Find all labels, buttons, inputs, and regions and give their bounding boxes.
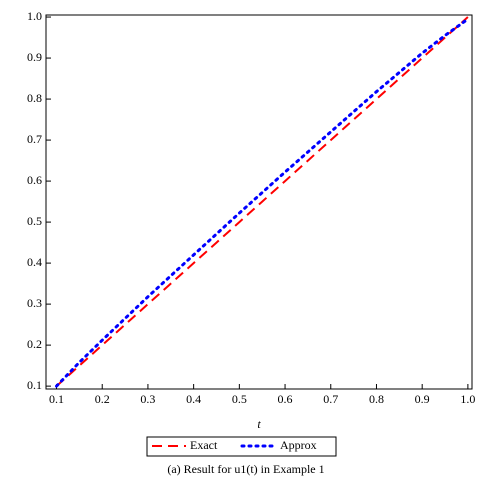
x-tick-label: 0.5 — [232, 392, 247, 406]
y-tick-label: 0.9 — [27, 50, 42, 64]
x-axis-label: t — [257, 417, 261, 431]
x-tick-label: 0.9 — [415, 392, 430, 406]
x-tick-label: 0.1 — [49, 392, 64, 406]
y-tick-label: 0.8 — [27, 91, 42, 105]
x-tick-label: 0.6 — [278, 392, 293, 406]
x-tick-label: 1.0 — [460, 392, 475, 406]
legend-label: Exact — [190, 438, 218, 452]
y-tick-label: 0.1 — [27, 378, 42, 392]
series-line — [55, 17, 470, 388]
y-tick-label: 0.5 — [27, 214, 42, 228]
y-tick-label: 0.3 — [27, 296, 42, 310]
caption: (a) Result for u1(t) in Example 1 — [167, 462, 324, 476]
legend-label: Approx — [280, 438, 317, 452]
x-tick-label: 0.2 — [95, 392, 110, 406]
y-tick-label: 0.4 — [27, 255, 42, 269]
x-tick-label: 0.3 — [140, 392, 155, 406]
y-tick-label: 0.7 — [27, 132, 42, 146]
y-tick-label: 0.2 — [27, 337, 42, 351]
x-tick-label: 0.7 — [323, 392, 338, 406]
legend-box — [146, 436, 337, 457]
x-tick-label: 0.4 — [186, 392, 201, 406]
y-tick-label: 0.6 — [27, 173, 42, 187]
x-tick-label: 0.8 — [369, 392, 384, 406]
plot-frame — [45, 14, 473, 390]
series-line — [55, 16, 469, 387]
y-tick-label: 1.0 — [27, 9, 42, 23]
